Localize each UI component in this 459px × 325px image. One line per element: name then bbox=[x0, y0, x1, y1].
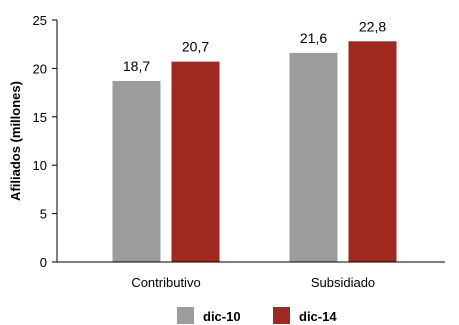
legend: dic-10 dic-14 bbox=[177, 307, 337, 324]
legend-label: dic-10 bbox=[203, 309, 241, 324]
x-tick-label: Contributivo bbox=[131, 275, 200, 290]
y-tick-label: 15 bbox=[33, 110, 47, 125]
bar-dic-10-subsidiado bbox=[289, 52, 338, 262]
y-tick-label: 5 bbox=[40, 207, 47, 222]
y-axis: 0 5 10 15 20 25 bbox=[33, 13, 58, 270]
bar-dic-14-subsidiado bbox=[348, 41, 397, 262]
data-label: 18,7 bbox=[123, 58, 150, 74]
x-axis: Contributivo Subsidiado bbox=[57, 261, 445, 290]
y-axis-label: Afiliados (millones) bbox=[8, 81, 23, 201]
data-label: 22,8 bbox=[359, 18, 386, 34]
y-tick-label: 0 bbox=[40, 255, 47, 270]
bar-dic-14-contributivo bbox=[171, 61, 220, 263]
data-label: 21,6 bbox=[300, 30, 327, 46]
legend-label: dic-14 bbox=[299, 309, 337, 324]
y-tick-label: 20 bbox=[33, 61, 47, 76]
legend-swatch-dic-14 bbox=[273, 307, 290, 324]
bar-dic-10-contributivo bbox=[112, 80, 161, 262]
x-tick-label: Subsidiado bbox=[311, 275, 375, 290]
bars: 18,7 20,7 21,6 22,8 bbox=[112, 18, 397, 263]
legend-swatch-dic-10 bbox=[177, 307, 194, 324]
y-tick-label: 25 bbox=[33, 13, 47, 28]
data-label: 20,7 bbox=[182, 39, 209, 55]
y-tick-label: 10 bbox=[33, 158, 47, 173]
